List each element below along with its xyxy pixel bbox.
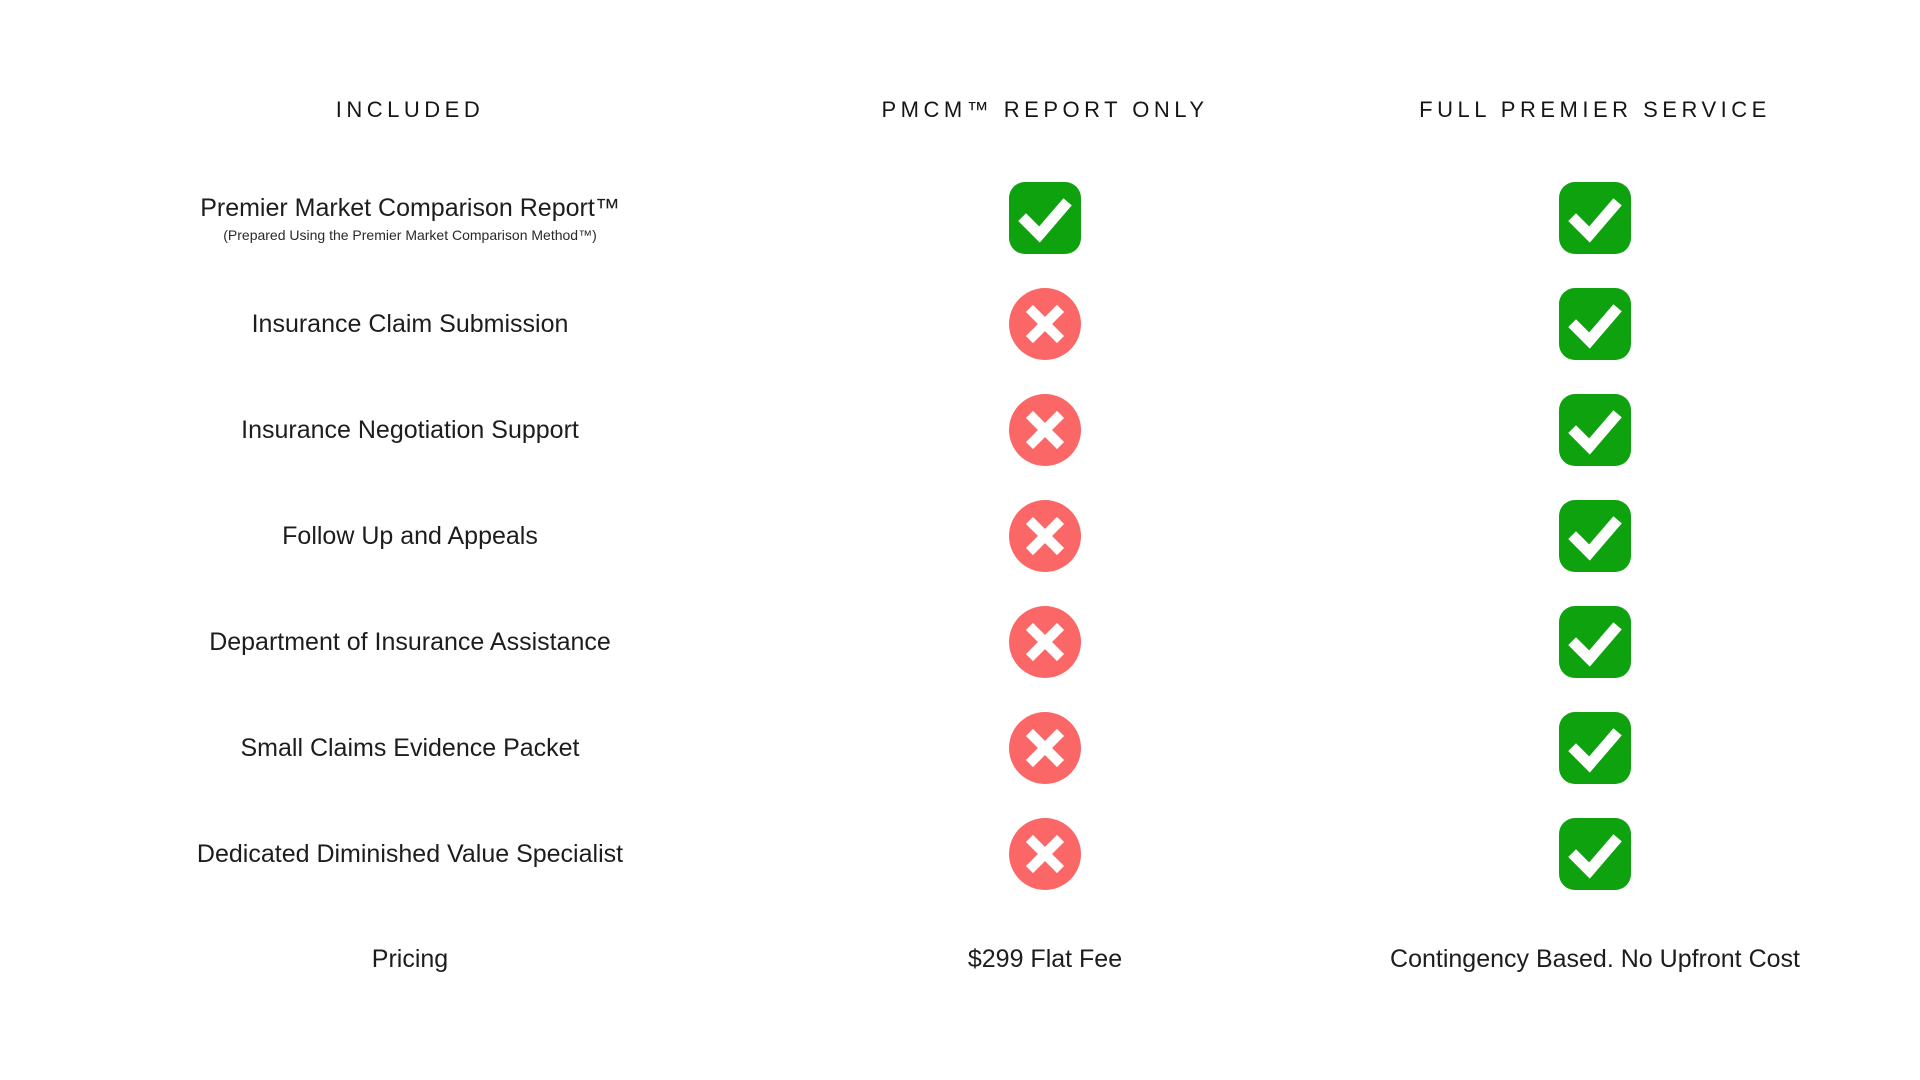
pmcm-status-cell	[820, 288, 1270, 360]
table-row: Small Claims Evidence Packet	[0, 695, 1920, 801]
cross-icon	[1009, 288, 1081, 360]
feature-cell: Follow Up and Appeals	[0, 521, 820, 551]
table-row: Follow Up and Appeals	[0, 483, 1920, 589]
check-icon	[1559, 818, 1631, 890]
premier-status-cell	[1270, 712, 1920, 784]
check-icon	[1559, 606, 1631, 678]
pricing-label: Pricing	[371, 944, 449, 973]
pmcm-status-cell	[820, 182, 1270, 254]
pmcm-status-cell	[820, 606, 1270, 678]
table-row: Insurance Negotiation Support	[0, 377, 1920, 483]
premier-status-cell	[1270, 394, 1920, 466]
check-icon	[1559, 712, 1631, 784]
column-header-label: PMCM™ REPORT ONLY	[881, 97, 1209, 122]
pricing-premier-value: Contingency Based. No Upfront Cost	[1390, 944, 1800, 973]
feature-label: Follow Up and Appeals	[282, 522, 538, 550]
feature-label: Insurance Claim Submission	[251, 310, 569, 338]
column-header-included: INCLUDED	[0, 97, 820, 123]
pmcm-status-cell	[820, 394, 1270, 466]
column-header-full-premier-service: FULL PREMIER SERVICE	[1270, 97, 1920, 123]
feature-label: Small Claims Evidence Packet	[240, 734, 580, 762]
check-icon	[1559, 182, 1631, 254]
table-row: Department of Insurance Assistance	[0, 589, 1920, 695]
table-row: Premier Market Comparison Report™ (Prepa…	[0, 165, 1920, 271]
check-icon	[1009, 182, 1081, 254]
feature-cell: Insurance Claim Submission	[0, 309, 820, 339]
table-row: Dedicated Diminished Value Specialist	[0, 801, 1920, 907]
feature-label: Premier Market Comparison Report™	[200, 194, 620, 222]
feature-label: Dedicated Diminished Value Specialist	[196, 840, 624, 868]
premier-status-cell	[1270, 500, 1920, 572]
feature-cell: Department of Insurance Assistance	[0, 627, 820, 657]
premier-status-cell	[1270, 288, 1920, 360]
table-row: Insurance Claim Submission	[0, 271, 1920, 377]
pricing-premier-cell: Contingency Based. No Upfront Cost	[1270, 945, 1920, 974]
pmcm-status-cell	[820, 818, 1270, 890]
feature-label: Insurance Negotiation Support	[241, 416, 579, 444]
feature-note: (Prepared Using the Premier Market Compa…	[223, 227, 597, 243]
cross-icon	[1009, 606, 1081, 678]
check-icon	[1559, 500, 1631, 572]
cross-icon	[1009, 712, 1081, 784]
feature-cell: Small Claims Evidence Packet	[0, 733, 820, 763]
column-header-pmcm-report-only: PMCM™ REPORT ONLY	[820, 97, 1270, 123]
premier-status-cell	[1270, 606, 1920, 678]
column-header-label: FULL PREMIER SERVICE	[1419, 97, 1771, 122]
premier-status-cell	[1270, 818, 1920, 890]
pricing-label-cell: Pricing	[0, 945, 820, 974]
feature-label: Department of Insurance Assistance	[209, 628, 611, 656]
cross-icon	[1009, 394, 1081, 466]
check-icon	[1559, 288, 1631, 360]
cross-icon	[1009, 500, 1081, 572]
pricing-pmcm-value: $299 Flat Fee	[967, 944, 1123, 973]
column-header-label: INCLUDED	[335, 97, 485, 122]
pricing-row: Pricing $299 Flat Fee Contingency Based.…	[0, 907, 1920, 1011]
pmcm-status-cell	[820, 500, 1270, 572]
check-icon	[1559, 394, 1631, 466]
cross-icon	[1009, 818, 1081, 890]
premier-status-cell	[1270, 182, 1920, 254]
feature-cell: Dedicated Diminished Value Specialist	[0, 839, 820, 869]
feature-cell: Premier Market Comparison Report™ (Prepa…	[0, 193, 820, 243]
table-header-row: INCLUDED PMCM™ REPORT ONLY FULL PREMIER …	[0, 55, 1920, 165]
feature-cell: Insurance Negotiation Support	[0, 415, 820, 445]
pmcm-status-cell	[820, 712, 1270, 784]
pricing-pmcm-cell: $299 Flat Fee	[820, 945, 1270, 974]
